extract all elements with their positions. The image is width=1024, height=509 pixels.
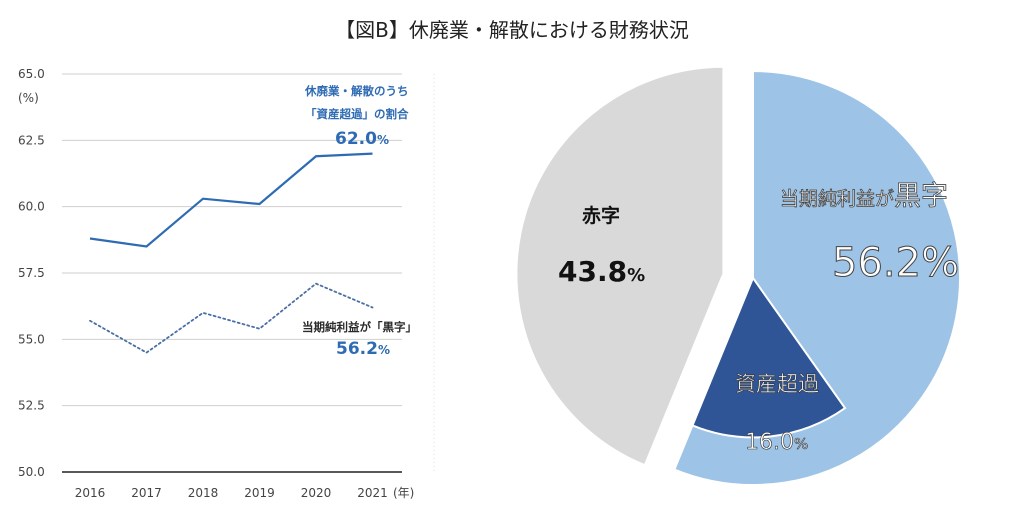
slice-value-profit: 56.2% bbox=[832, 240, 959, 286]
x-tick-label: 2017 bbox=[131, 486, 162, 500]
series-line bbox=[89, 282, 374, 354]
slice-label-profit: 当期純利益が黒字 bbox=[780, 181, 948, 212]
pie-slice-excess-assets bbox=[691, 275, 847, 439]
pie-slice-loss bbox=[515, 65, 725, 467]
series-end-value: 56.2% bbox=[336, 339, 390, 359]
y-tick-label: 52.5 bbox=[18, 399, 45, 413]
chart-title: 【図B】休廃業・解散における財務状況 bbox=[335, 18, 689, 42]
x-axis-unit: (年) bbox=[393, 486, 414, 500]
y-axis-unit: (%) bbox=[18, 91, 39, 105]
y-tick-label: 62.5 bbox=[18, 133, 45, 147]
y-tick-label: 65.0 bbox=[18, 67, 45, 81]
pie-slice-profit bbox=[673, 69, 961, 486]
slice-label-loss: 赤字 bbox=[582, 204, 620, 227]
x-tick-label: 2021 bbox=[357, 486, 388, 500]
series-name: 休廃業・解散のうち bbox=[304, 84, 409, 98]
x-tick-label: 2016 bbox=[75, 486, 106, 500]
x-tick-label: 2018 bbox=[188, 486, 219, 500]
y-tick-label: 55.0 bbox=[18, 332, 45, 346]
y-tick-label: 57.5 bbox=[18, 266, 45, 280]
slice-label-excess-assets: 資産超過 bbox=[735, 372, 819, 396]
y-tick-label: 60.0 bbox=[18, 200, 45, 214]
series-name: 「資産超過」の割合 bbox=[305, 107, 409, 121]
series-name: 当期純利益が「黒字」 bbox=[302, 320, 417, 334]
x-tick-label: 2019 bbox=[244, 486, 275, 500]
y-tick-label: 50.0 bbox=[18, 465, 45, 479]
series-end-value: 62.0% bbox=[335, 129, 389, 149]
x-tick-label: 2020 bbox=[301, 486, 332, 500]
series-line bbox=[89, 152, 373, 248]
line-chart: 50.0 52.5 55.0 57.5 60.0 62.5 65.0 (%) 2016 2017 2… bbox=[18, 67, 435, 500]
slice-value-loss: 43.8% bbox=[558, 255, 645, 288]
slice-value-excess-assets: 16.0% bbox=[745, 430, 808, 455]
